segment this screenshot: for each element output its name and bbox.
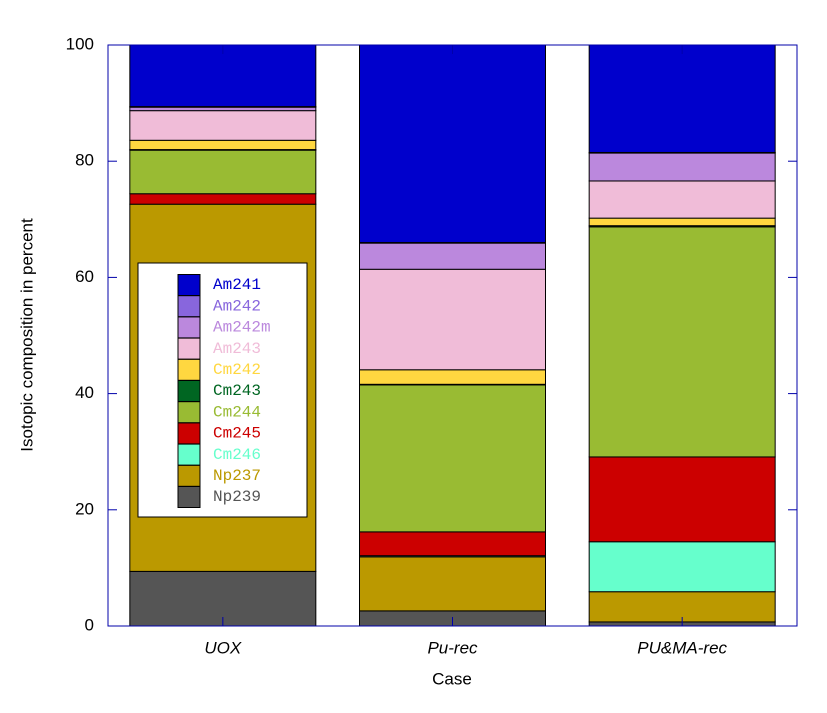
- y-tick-label: 20: [75, 499, 94, 518]
- y-tick-label: 80: [75, 151, 94, 170]
- legend-swatch: [177, 486, 201, 508]
- legend-swatch: [177, 380, 201, 402]
- y-tick-label: 100: [66, 34, 94, 53]
- bar-segment: [129, 193, 317, 205]
- legend-label: Cm244: [213, 403, 261, 421]
- legend-label: Am242: [213, 297, 261, 315]
- bar-segment: [129, 106, 317, 112]
- bar-segment: [359, 531, 546, 557]
- y-axis-label: Isotopic composition in percent: [17, 218, 36, 452]
- bar-segment: [129, 149, 317, 195]
- legend-label: Np237: [213, 467, 261, 485]
- x-axis-label: Case: [432, 669, 472, 688]
- legend-swatch: [177, 337, 201, 360]
- legend-swatch: [177, 464, 201, 487]
- legend-swatch: [177, 316, 201, 339]
- legend-label: Cm246: [213, 446, 261, 464]
- legend-label: Np239: [213, 488, 261, 506]
- legend-swatch: [177, 274, 201, 296]
- bar-segment: [129, 44, 317, 108]
- bar-segment: [129, 139, 317, 151]
- y-tick-label: 60: [75, 267, 94, 286]
- legend-swatch: [177, 443, 201, 466]
- bar-segment: [359, 268, 546, 371]
- bar-segment: [588, 180, 776, 219]
- y-tick-label: 0: [85, 615, 94, 634]
- x-tick-label: PU&MA-rec: [637, 638, 727, 657]
- legend-label: Cm243: [213, 382, 261, 400]
- legend-swatch: [177, 422, 201, 445]
- legend-label: Cm245: [213, 425, 261, 443]
- legend-label: Am243: [213, 340, 261, 358]
- bar-segment: [359, 556, 546, 612]
- legend-swatch: [177, 358, 201, 381]
- bar-segment: [129, 110, 317, 141]
- legend-swatch: [177, 401, 201, 424]
- y-tick-label: 40: [75, 383, 94, 402]
- bar-segment: [359, 384, 546, 533]
- bar-segment: [588, 44, 776, 153]
- legend-label: Am241: [213, 276, 261, 294]
- bar-segment: [588, 591, 776, 623]
- legend-swatch: [177, 295, 201, 318]
- legend-label: Cm242: [213, 361, 261, 379]
- bar-segment: [588, 217, 776, 227]
- bar-segment: [359, 44, 546, 244]
- bar-segment: [359, 242, 546, 270]
- bar-segment: [588, 152, 776, 182]
- bar-segment: [588, 541, 776, 593]
- x-tick-label: UOX: [204, 638, 242, 657]
- x-tick-label: Pu-rec: [427, 638, 478, 657]
- legend-label: Am242m: [213, 319, 271, 337]
- legend-box: [137, 262, 308, 518]
- bar-segment: [129, 570, 317, 627]
- bar-segment: [588, 226, 776, 458]
- bar-segment: [588, 456, 776, 543]
- bar-segment: [359, 369, 546, 385]
